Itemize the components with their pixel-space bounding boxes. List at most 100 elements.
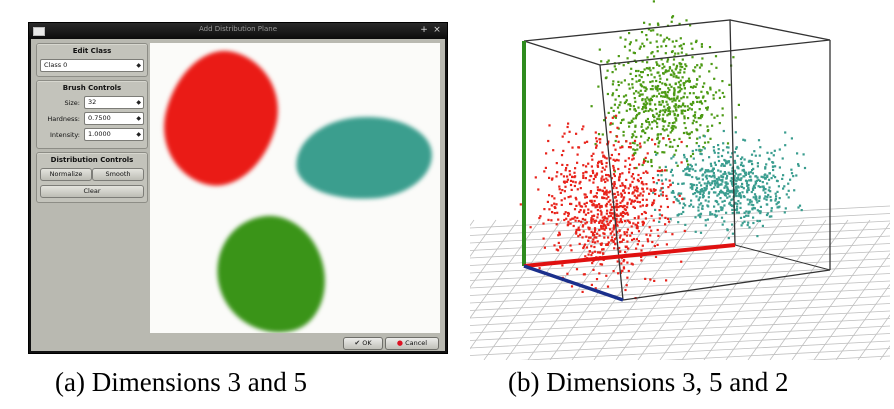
scatter-point bbox=[666, 205, 669, 209]
scatter-point bbox=[575, 204, 578, 207]
scatter-point bbox=[553, 202, 556, 205]
scatter-point bbox=[627, 191, 630, 195]
scatter-point bbox=[671, 174, 674, 177]
close-icon[interactable]: × bbox=[433, 25, 441, 35]
size-spinbox[interactable]: 32 ◆ bbox=[84, 96, 144, 109]
scatter-point bbox=[691, 86, 694, 89]
scatter-point bbox=[664, 169, 667, 172]
scatter-point bbox=[753, 184, 756, 187]
scatter-point bbox=[595, 146, 598, 149]
scatter-point bbox=[600, 226, 603, 229]
scatter-point bbox=[676, 214, 679, 217]
scatter-point bbox=[756, 176, 759, 179]
scatter-point bbox=[738, 193, 741, 196]
scatter-point bbox=[672, 71, 675, 74]
scatter-point bbox=[661, 119, 664, 122]
scatter-point bbox=[621, 146, 624, 149]
scatter-point bbox=[686, 160, 689, 163]
scatter-point bbox=[684, 173, 687, 176]
scatter-point bbox=[737, 186, 740, 189]
scatter-point bbox=[752, 204, 755, 207]
scatter-point bbox=[621, 215, 624, 218]
scatter-point bbox=[650, 99, 653, 102]
scatter-point bbox=[603, 186, 606, 189]
scatter-point bbox=[590, 283, 593, 286]
scatter-point bbox=[632, 205, 635, 208]
scatter-point bbox=[595, 140, 598, 143]
grid-line bbox=[470, 219, 519, 288]
scatter-point bbox=[652, 188, 655, 191]
ok-button[interactable]: ✔ OK bbox=[343, 337, 383, 350]
scatter-point bbox=[581, 217, 584, 221]
scatter-point bbox=[670, 85, 673, 88]
scatter-point bbox=[592, 178, 595, 181]
scatter-point bbox=[596, 188, 600, 192]
scatter-point bbox=[716, 114, 719, 117]
spinner-arrows-icon[interactable]: ◆ bbox=[136, 99, 141, 106]
scatter-point bbox=[630, 231, 633, 234]
scatter-point bbox=[548, 176, 551, 179]
scatter-point bbox=[706, 125, 709, 128]
scatter-point bbox=[631, 263, 634, 266]
scatter-point bbox=[746, 224, 749, 227]
scatter-point bbox=[615, 158, 618, 161]
scatter-point bbox=[695, 83, 698, 86]
scatter-point bbox=[658, 209, 661, 212]
scatter-point bbox=[704, 171, 707, 174]
hardness-spinbox[interactable]: 0.7500 ◆ bbox=[84, 112, 144, 125]
grid-line bbox=[519, 340, 890, 360]
intensity-spinbox[interactable]: 1.0000 ◆ bbox=[84, 128, 144, 141]
clear-button[interactable]: Clear bbox=[40, 185, 144, 198]
scatter-point bbox=[621, 200, 624, 203]
scatter-point bbox=[590, 230, 593, 233]
scatter-point bbox=[722, 142, 725, 145]
scatter-point bbox=[579, 209, 582, 212]
scatter-point bbox=[778, 148, 781, 151]
scatter-point bbox=[699, 115, 703, 118]
scatter-point bbox=[764, 195, 767, 198]
window-icon bbox=[33, 27, 45, 36]
caption-b: (b) Dimensions 3, 5 and 2 bbox=[508, 367, 789, 397]
scatter-point bbox=[723, 95, 726, 98]
spinner-arrows-icon[interactable]: ◆ bbox=[136, 115, 141, 122]
scatter-point bbox=[641, 93, 644, 96]
scatter-point bbox=[601, 189, 605, 193]
scatter-point bbox=[673, 121, 676, 124]
normalize-button[interactable]: Normalize bbox=[40, 168, 92, 181]
scatter-point bbox=[758, 219, 761, 223]
scatter-point bbox=[600, 213, 603, 216]
scatter-point bbox=[635, 39, 638, 42]
scatter-point bbox=[717, 155, 720, 158]
scatter-point bbox=[770, 215, 773, 218]
scatter-point bbox=[609, 203, 612, 206]
distribution-canvas[interactable] bbox=[150, 43, 440, 333]
maximize-icon[interactable]: + bbox=[420, 25, 428, 35]
scatter-point bbox=[599, 251, 602, 254]
scatter-point bbox=[606, 92, 609, 96]
class-select[interactable]: Class 0 ◆ bbox=[40, 59, 144, 72]
scatter-point bbox=[706, 91, 709, 94]
scatter-point bbox=[668, 66, 671, 69]
scatter-point bbox=[660, 193, 663, 196]
scatter-point bbox=[677, 71, 680, 74]
scatter-point bbox=[646, 238, 649, 241]
smooth-button[interactable]: Smooth bbox=[92, 168, 144, 181]
scatter-point bbox=[657, 115, 660, 118]
scatter-point bbox=[617, 55, 620, 58]
scatter-point bbox=[592, 171, 595, 175]
scatter-point bbox=[585, 165, 588, 168]
scatter-point bbox=[609, 212, 612, 215]
scatter-point bbox=[735, 211, 738, 214]
scatter-point bbox=[781, 157, 784, 160]
cancel-button[interactable]: ● Cancel bbox=[385, 337, 439, 350]
scatter-point bbox=[668, 145, 671, 148]
scatter-point bbox=[655, 153, 658, 156]
scatter-point bbox=[593, 245, 596, 249]
scatter-point bbox=[642, 161, 645, 164]
scatter-point bbox=[619, 241, 622, 244]
spinner-arrows-icon[interactable]: ◆ bbox=[136, 131, 141, 138]
grid-line bbox=[813, 252, 890, 360]
scatter-point bbox=[616, 260, 619, 263]
scatter-point bbox=[617, 159, 620, 162]
scatter-point bbox=[697, 191, 700, 194]
